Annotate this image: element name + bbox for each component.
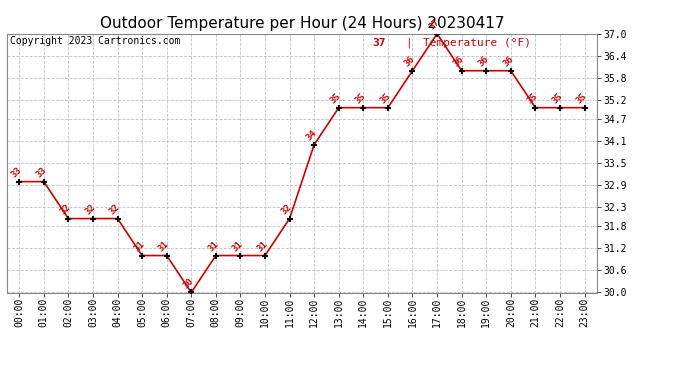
Text: 35: 35	[550, 92, 564, 105]
Text: 35: 35	[575, 92, 589, 105]
Text: 35: 35	[353, 92, 368, 105]
Text: 33: 33	[34, 165, 48, 180]
Text: 34: 34	[304, 129, 318, 142]
Text: 32: 32	[83, 202, 97, 216]
Text: 35: 35	[526, 92, 540, 105]
Text: 30: 30	[181, 276, 195, 290]
Text: 33: 33	[10, 165, 23, 180]
Text: |: |	[405, 38, 412, 48]
Text: 36: 36	[477, 55, 491, 69]
Text: Copyright 2023 Cartronics.com: Copyright 2023 Cartronics.com	[10, 36, 180, 46]
Text: 31: 31	[206, 239, 220, 254]
Text: 35: 35	[378, 92, 392, 105]
Text: Temperature (°F): Temperature (°F)	[423, 38, 531, 48]
Text: 31: 31	[157, 239, 171, 254]
Text: 37: 37	[373, 38, 386, 48]
Title: Outdoor Temperature per Hour (24 Hours) 20230417: Outdoor Temperature per Hour (24 Hours) …	[99, 16, 504, 31]
Text: 36: 36	[501, 55, 515, 69]
Text: 32: 32	[280, 202, 294, 216]
Text: 32: 32	[59, 202, 72, 216]
Text: 31: 31	[255, 239, 269, 254]
Text: 36: 36	[452, 55, 466, 69]
Text: 32: 32	[108, 202, 121, 216]
Text: 31: 31	[230, 239, 245, 254]
Text: 31: 31	[132, 239, 146, 254]
Text: 37: 37	[427, 18, 442, 32]
Text: 36: 36	[403, 55, 417, 69]
Text: 35: 35	[329, 92, 343, 105]
